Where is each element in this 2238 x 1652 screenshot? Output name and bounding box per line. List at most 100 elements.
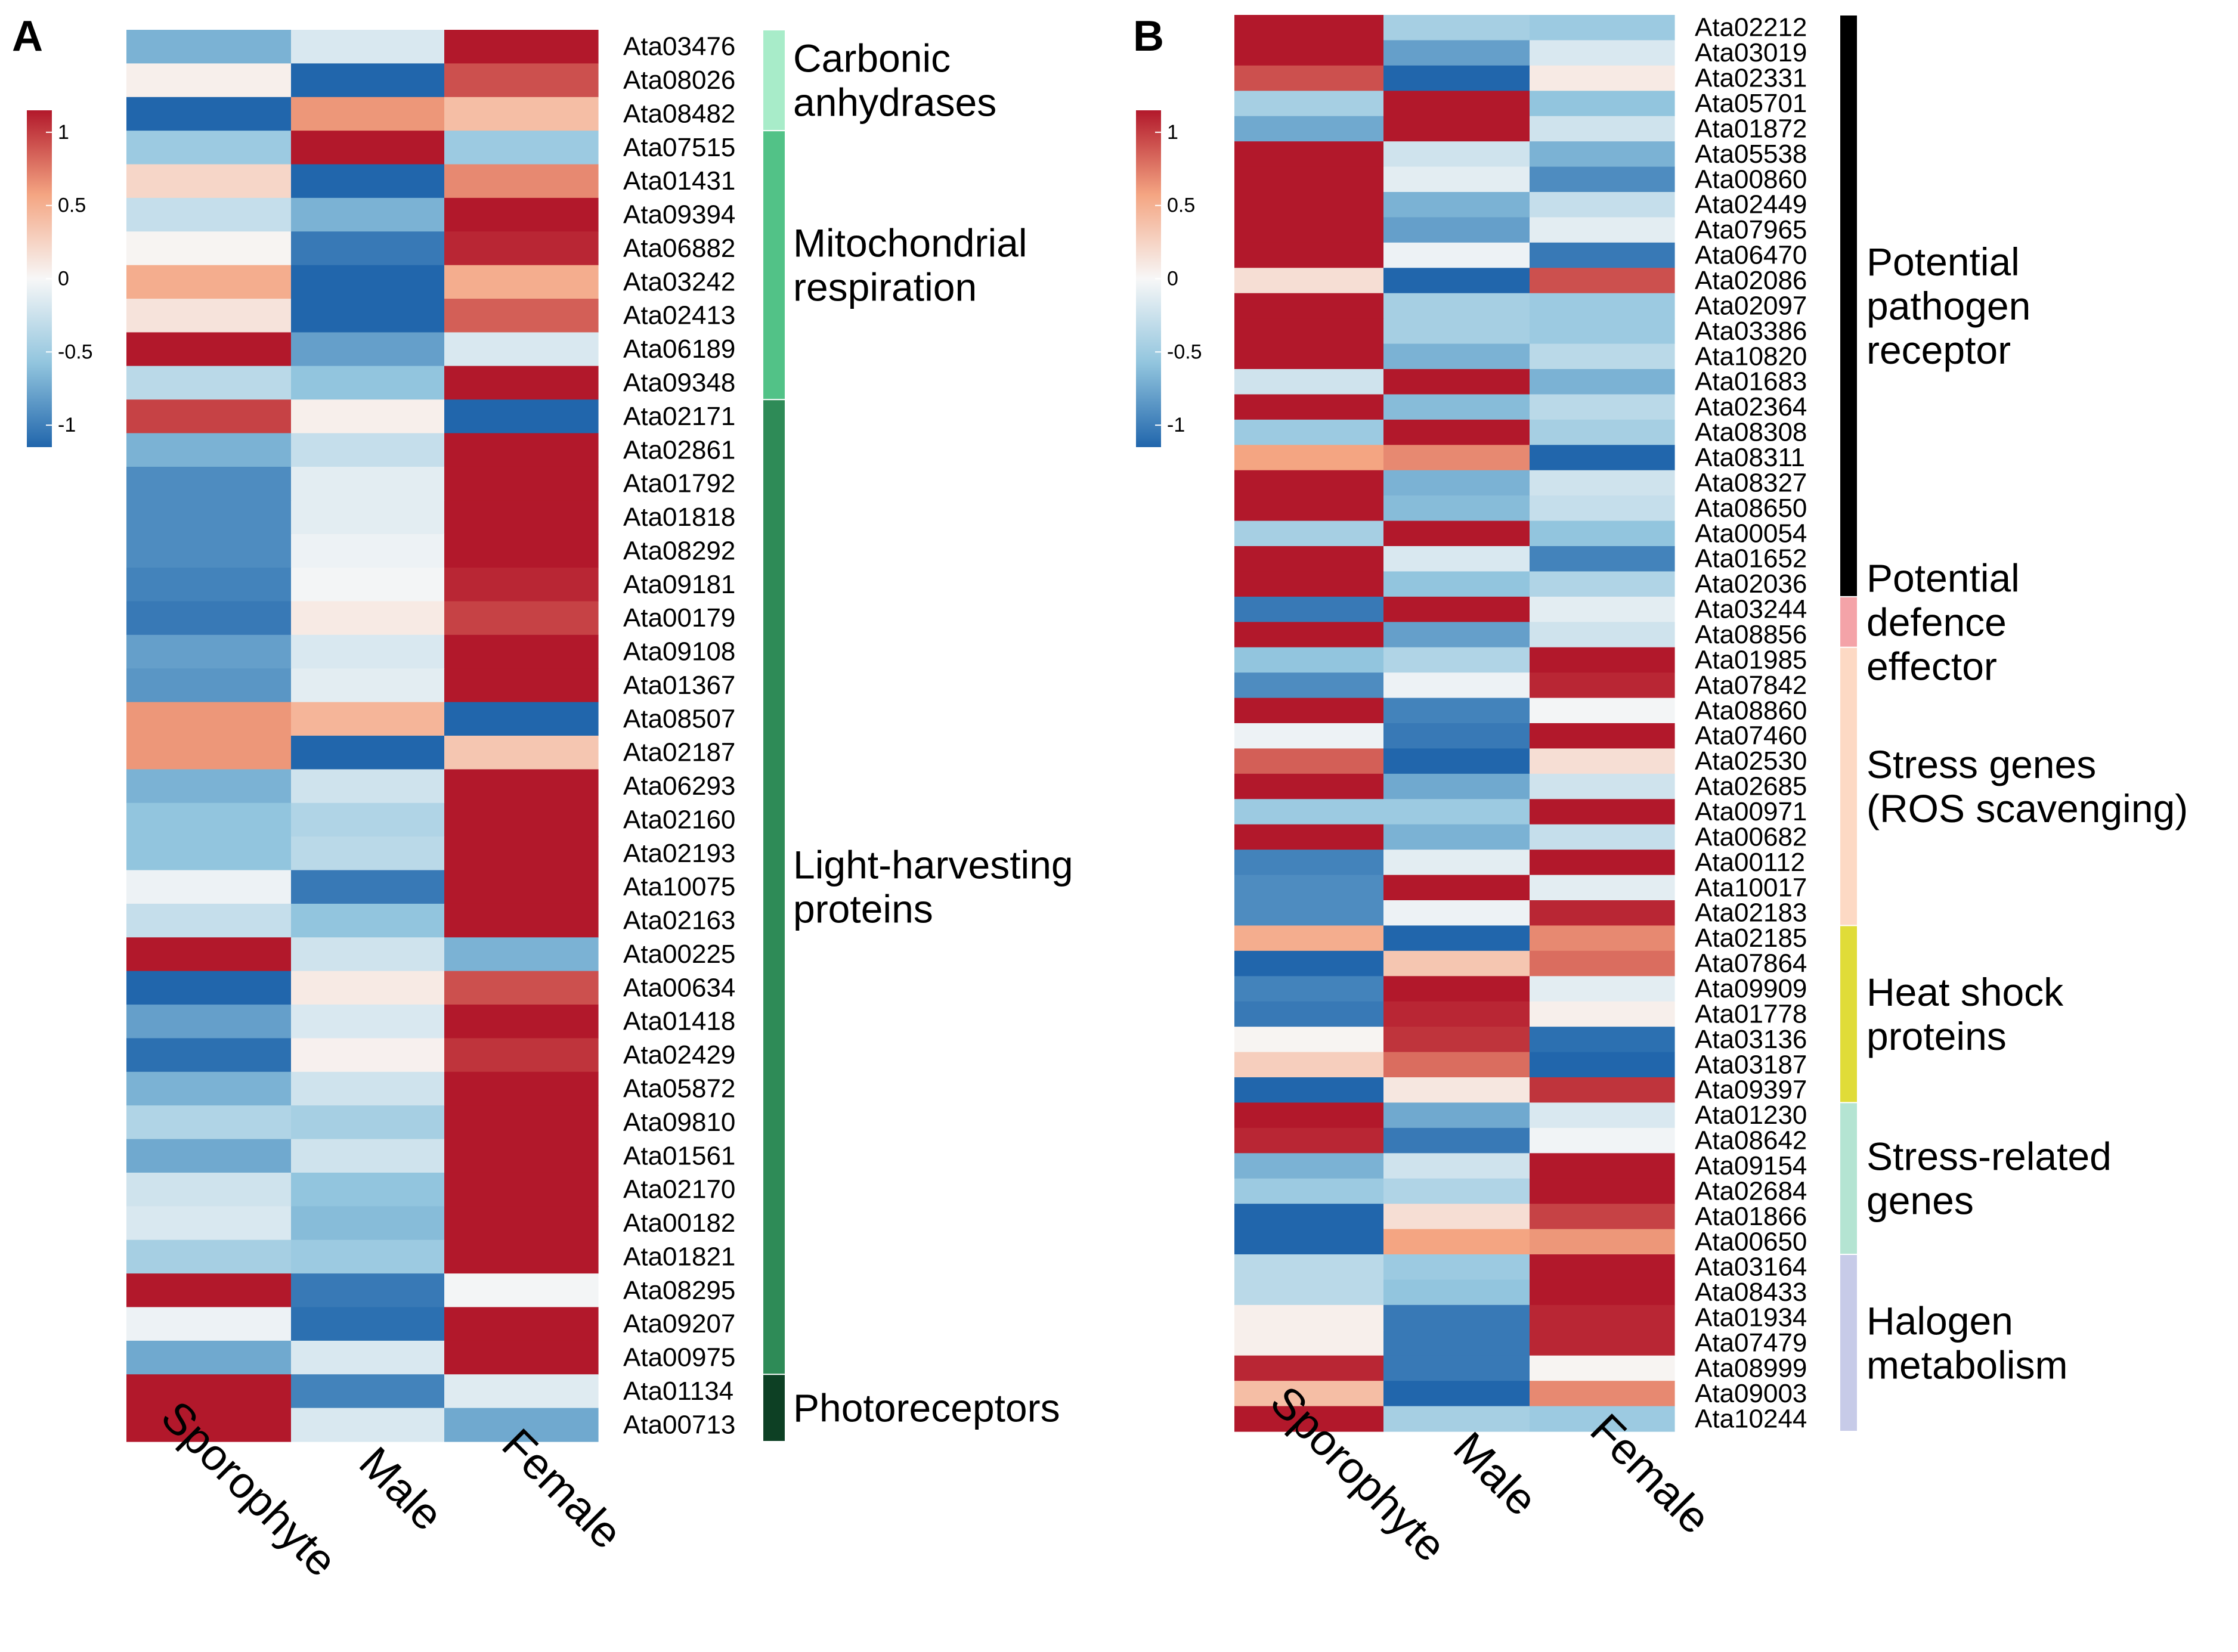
gene-label: Ata09003 <box>1695 1379 1807 1408</box>
heatmap-cell <box>1234 116 1384 142</box>
heatmap-cell <box>444 299 599 333</box>
heatmap-cell <box>291 131 445 165</box>
heatmap-cell <box>1383 1254 1530 1281</box>
heatmap-cell <box>126 1038 292 1073</box>
heatmap-cell <box>444 1139 599 1173</box>
heatmap-cell <box>126 164 292 199</box>
gene-label: Ata02170 <box>623 1175 735 1204</box>
heatmap-cell <box>1383 40 1530 66</box>
group-label: Heat shock <box>1866 970 2064 1014</box>
group-label: proteins <box>793 887 933 931</box>
heatmap-cell <box>1234 91 1384 117</box>
heatmap-cell <box>1530 419 1675 445</box>
heatmap-cell <box>1530 976 1675 1002</box>
heatmap-cell <box>126 1239 292 1274</box>
heatmap-cell <box>444 1273 599 1308</box>
gene-label: Ata08327 <box>1695 468 1807 497</box>
heatmap-cell <box>126 702 292 736</box>
heatmap-cell <box>1530 1330 1675 1356</box>
heatmap-cell <box>1383 1204 1530 1230</box>
heatmap-cell <box>1530 268 1675 294</box>
heatmap-cell <box>1383 900 1530 926</box>
heatmap-cell <box>1383 546 1530 572</box>
heatmap-cell <box>1530 445 1675 471</box>
gene-label: Ata03187 <box>1695 1050 1807 1079</box>
group-color-band <box>763 30 785 131</box>
heatmap-cell <box>1383 65 1530 91</box>
heatmap-cell <box>1234 394 1384 420</box>
heatmap-cell <box>444 1071 599 1106</box>
heatmap-cell <box>1234 723 1384 749</box>
gene-label: Ata08292 <box>623 536 735 565</box>
heatmap-cell <box>1530 1254 1675 1281</box>
heatmap-cell <box>126 971 292 1005</box>
group-label: pathogen <box>1866 284 2030 328</box>
gene-label: Ata07460 <box>1695 721 1807 751</box>
colorbar-b: 1 0.5 0 -0.5 -1 <box>1136 110 1202 447</box>
gene-label: Ata08308 <box>1695 418 1807 447</box>
heatmap-cell <box>444 1239 599 1274</box>
group-color-band <box>1840 1255 1857 1431</box>
gene-label: Ata02097 <box>1695 291 1807 320</box>
heatmap-cell <box>1530 850 1675 876</box>
gene-label: Ata05872 <box>623 1074 735 1104</box>
gene-label: Ata03019 <box>1695 38 1807 67</box>
gene-label: Ata09810 <box>623 1108 735 1137</box>
heatmap-cell <box>1530 520 1675 547</box>
heatmap-cell <box>126 299 292 333</box>
heatmap-cell <box>444 802 599 837</box>
heatmap-cell <box>1234 647 1384 673</box>
gene-label: Ata00860 <box>1695 165 1807 194</box>
heatmap-cell <box>1234 217 1384 243</box>
heatmap-cell <box>1530 166 1675 193</box>
group-color-band <box>763 131 785 399</box>
gene-label: Ata06189 <box>623 334 735 364</box>
group-label: defence <box>1866 600 2007 644</box>
heatmap-cell <box>126 1206 292 1241</box>
heatmap-cell <box>444 131 599 165</box>
panel-b: B 10.50-0.5-1 Ata02212Ata03019Ata02331At… <box>1133 13 2188 1571</box>
heatmap-cell <box>1383 15 1530 41</box>
gene-label: Ata02429 <box>623 1040 735 1070</box>
gene-label: Ata00225 <box>623 940 735 969</box>
gene-label: Ata02163 <box>623 906 735 935</box>
heatmap-cell <box>291 1172 445 1207</box>
heatmap-cell <box>1383 520 1530 547</box>
heatmap-cell <box>291 634 445 669</box>
heatmap-cell <box>1234 65 1384 91</box>
gene-label: Ata02684 <box>1695 1176 1807 1205</box>
gene-label: Ata01683 <box>1695 367 1807 396</box>
heatmap-cell <box>291 601 445 636</box>
group-label: anhydrases <box>793 80 996 125</box>
heatmap-cell <box>1383 394 1530 420</box>
gene-label: Ata03244 <box>1695 595 1807 624</box>
gene-label: Ata08482 <box>623 99 735 128</box>
heatmap-cell <box>126 601 292 636</box>
heatmap-cell <box>126 197 292 232</box>
gene-label: Ata01367 <box>623 671 735 700</box>
heatmap-cell <box>1234 1052 1384 1078</box>
gene-label: Ata00112 <box>1695 848 1805 877</box>
heatmap-cell <box>1383 1229 1530 1255</box>
gene-label: Ata02183 <box>1695 898 1807 928</box>
heatmap-b <box>1234 15 1675 1432</box>
group-color-band <box>1840 647 1857 925</box>
heatmap-cell <box>1383 166 1530 193</box>
heatmap-cell <box>1383 1406 1530 1432</box>
heatmap-cell <box>444 1172 599 1207</box>
gene-label: Ata02160 <box>623 805 735 834</box>
gene-label: Ata00179 <box>623 603 735 633</box>
heatmap-cell <box>1383 242 1530 268</box>
group-label: Halogen <box>1866 1299 2013 1343</box>
heatmap-cell <box>1234 773 1384 799</box>
heatmap-a <box>126 30 599 1442</box>
heatmap-cell <box>1234 318 1384 345</box>
heatmap-cell <box>1530 1102 1675 1129</box>
heatmap-cell <box>1234 950 1384 977</box>
heatmap-cell <box>1383 217 1530 243</box>
gene-label: Ata02530 <box>1695 746 1807 776</box>
heatmap-cell <box>291 702 445 736</box>
gene-label: Ata07515 <box>623 133 735 162</box>
heatmap-cell <box>291 1105 445 1140</box>
